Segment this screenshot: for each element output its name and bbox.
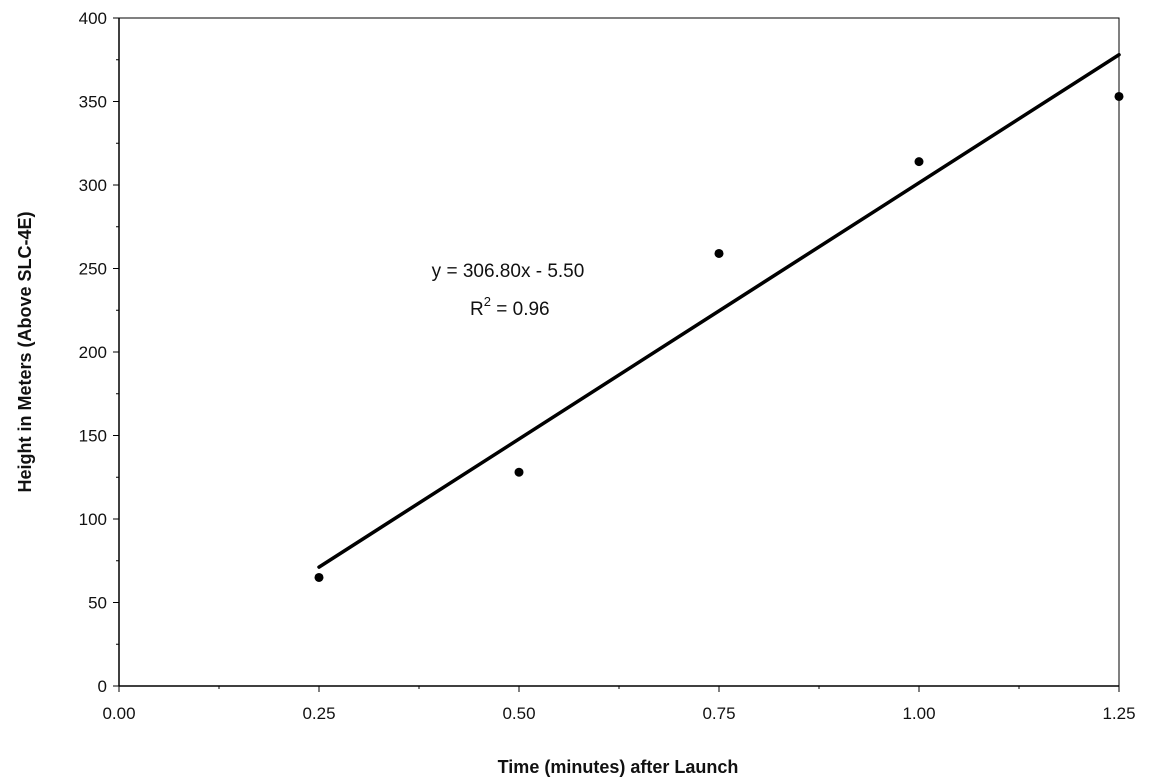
y-tick-label: 250 xyxy=(79,260,107,279)
x-tick-label: 0.50 xyxy=(502,704,535,723)
y-tick-label: 50 xyxy=(88,594,107,613)
axes xyxy=(118,18,1119,687)
r-squared-value: = 0.96 xyxy=(491,299,550,320)
tick-marks xyxy=(113,17,1120,692)
y-tick-label: 400 xyxy=(79,9,107,28)
y-tick-label: 350 xyxy=(79,93,107,112)
trendline xyxy=(317,52,1121,569)
data-point xyxy=(1114,91,1124,101)
y-tick-label: 200 xyxy=(79,343,107,362)
trendline-equation: y = 306.80x - 5.50 xyxy=(432,261,585,282)
data-point xyxy=(914,157,924,167)
data-points xyxy=(314,91,1124,582)
x-axis-title: Time (minutes) after Launch xyxy=(498,757,739,777)
y-tick-label: 300 xyxy=(79,176,107,195)
plot-frame xyxy=(118,17,1120,687)
tick-labels: 0 50 100 150 200 250 300 350 400 0.00 0.25 0.50 0.75… xyxy=(79,9,1136,723)
data-point xyxy=(314,572,324,582)
y-axis-title: Height in Meters (Above SLC-4E) xyxy=(15,211,35,492)
y-tick-label: 100 xyxy=(79,510,107,529)
r-squared-label: R2 = 0.96 xyxy=(470,294,550,320)
x-tick-label: 0.75 xyxy=(702,704,735,723)
y-tick-label: 0 xyxy=(98,677,107,696)
plot-area xyxy=(118,17,1120,687)
y-tick-label: 150 xyxy=(79,427,107,446)
x-tick-label: 0.00 xyxy=(102,704,135,723)
data-point xyxy=(714,248,724,258)
x-tick-label: 0.25 xyxy=(302,704,335,723)
x-tick-label: 1.25 xyxy=(1102,704,1135,723)
r-squared-superscript: 2 xyxy=(484,294,491,309)
data-point xyxy=(514,467,524,477)
r-squared-base: R xyxy=(470,299,484,320)
x-tick-label: 1.00 xyxy=(902,704,935,723)
